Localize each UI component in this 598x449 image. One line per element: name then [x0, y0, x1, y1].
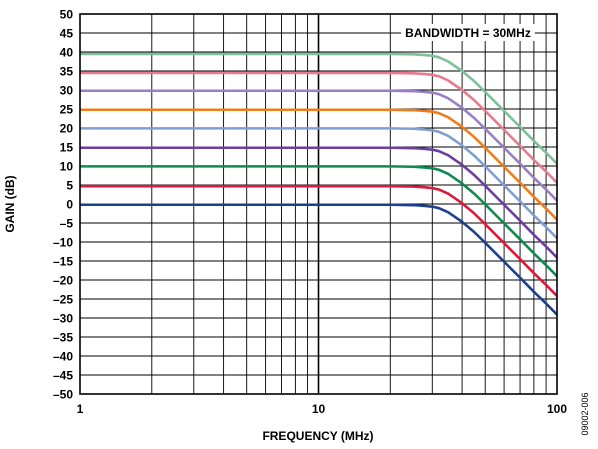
bandwidth-annotation: BANDWIDTH = 30MHz [401, 24, 535, 41]
series-line-2 [80, 71, 557, 185]
y-tick-label: 5 [66, 179, 73, 193]
series-line-4 [80, 108, 557, 221]
y-tick-label: –35 [53, 331, 73, 345]
y-tick-label: 45 [60, 27, 74, 41]
y-tick-label: –40 [53, 350, 73, 364]
y-tick-label: –20 [53, 274, 73, 288]
y-tick-label: 10 [60, 160, 74, 174]
y-tick-label: 40 [60, 46, 74, 60]
bandwidth-label: BANDWIDTH = 30MHz [405, 26, 531, 40]
y-tick-label: –45 [53, 369, 73, 383]
y-tick-label: 0 [66, 198, 73, 212]
y-tick-label: 25 [60, 103, 74, 117]
y-tick-label: 35 [60, 65, 74, 79]
figure-code: 09002-006 [580, 392, 590, 435]
series-line-9 [80, 203, 557, 316]
y-axis-ticks: 50454035302520151050–5–10–15–20–25–30–35… [53, 8, 73, 402]
x-tick-label: 1 [77, 402, 84, 416]
y-tick-label: 20 [60, 122, 74, 136]
y-tick-label: –50 [53, 388, 73, 402]
series-lines [80, 52, 557, 316]
y-tick-label: 30 [60, 84, 74, 98]
x-axis-ticks: 1 10 100 [77, 402, 568, 416]
series-line-6 [80, 146, 557, 259]
series-line-1 [80, 52, 557, 166]
y-tick-label: 15 [60, 141, 74, 155]
x-tick-label: 100 [547, 402, 567, 416]
y-tick-label: –5 [60, 217, 74, 231]
plot-frame [79, 13, 558, 395]
y-tick-label: –30 [53, 312, 73, 326]
y-tick-label: –10 [53, 236, 73, 250]
x-tick-label: 10 [312, 402, 326, 416]
y-tick-label: –25 [53, 293, 73, 307]
series-line-5 [80, 127, 557, 240]
series-line-7 [80, 165, 557, 278]
series-line-8 [80, 184, 557, 298]
y-tick-label: 50 [60, 8, 74, 22]
x-axis-label: FREQUENCY (MHz) [262, 429, 373, 443]
series-line-3 [80, 89, 557, 202]
y-tick-label: –15 [53, 255, 73, 269]
y-axis-label: GAIN (dB) [3, 175, 17, 232]
